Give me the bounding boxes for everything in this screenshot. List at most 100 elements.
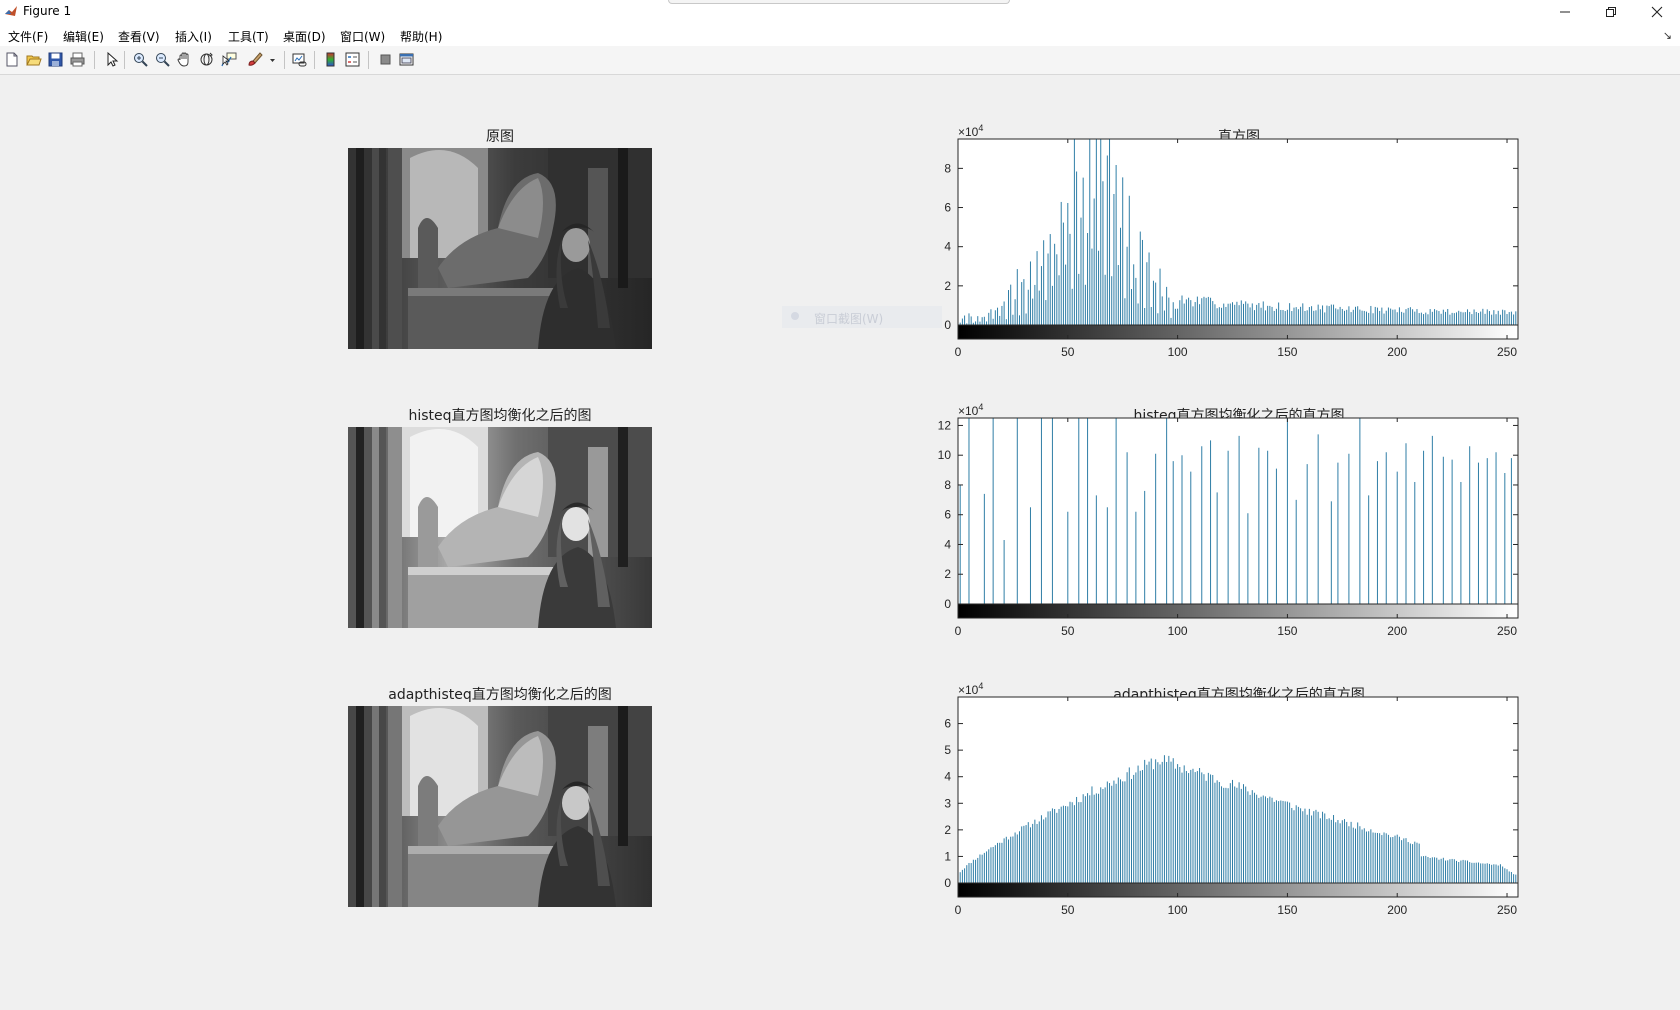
x-tick-label: 150: [1277, 345, 1297, 359]
photo-histeq: [348, 427, 652, 628]
x-tick-label: 250: [1497, 903, 1517, 917]
minimize-icon: [1560, 11, 1570, 13]
axes-background: [958, 139, 1518, 339]
x-tick-label: 50: [1061, 345, 1075, 359]
legend-icon[interactable]: [344, 51, 361, 68]
menu-window[interactable]: 窗口(W): [340, 30, 386, 44]
histogram-original: 0 2 4 6 8 0 50 100 150 200 250 ×104: [900, 123, 1540, 384]
exponent-base: ×10: [958, 404, 979, 418]
image-original: [348, 148, 652, 349]
y-tick-label: 1: [944, 849, 951, 863]
x-tick-label: 50: [1061, 624, 1075, 638]
y-exponent-label: ×104: [958, 123, 983, 139]
menu-insert[interactable]: 插入(I): [175, 30, 212, 44]
x-tick-label: 200: [1387, 345, 1407, 359]
menu-edit[interactable]: 编辑(E): [63, 30, 104, 44]
brush-dropdown-icon[interactable]: [268, 51, 277, 68]
y-exponent-label: ×104: [958, 402, 983, 418]
x-tick-label: 150: [1277, 903, 1297, 917]
y-tick-label: 6: [944, 201, 951, 215]
histogram-adapthisteq: 0 1 2 3 4 5 6 0 50 100 150 200 250 ×104: [900, 681, 1540, 942]
y-tick-label: 12: [938, 418, 952, 432]
exponent-base: ×10: [958, 125, 979, 139]
y-tick-label: 6: [944, 717, 951, 731]
select-arrow-icon[interactable]: [103, 51, 120, 68]
image-title-adapthisteq: adapthisteq直方图均衡化之后的图: [388, 687, 612, 703]
hide-plot-tools-icon[interactable]: [377, 51, 394, 68]
y-tick-label: 10: [938, 448, 952, 462]
gray-level-strip: [958, 604, 1518, 618]
y-tick-label: 8: [944, 161, 951, 175]
gray-level-strip: [958, 883, 1518, 897]
zoom-in-icon[interactable]: [132, 51, 149, 68]
close-button[interactable]: [1634, 0, 1680, 24]
x-tick-label: 200: [1387, 624, 1407, 638]
save-icon[interactable]: [47, 51, 64, 68]
bars: [957, 718, 1519, 883]
show-plot-tools-icon[interactable]: [398, 51, 415, 68]
x-tick-label: 100: [1168, 624, 1188, 638]
data-cursor-icon[interactable]: [220, 51, 237, 68]
x-tick-label: 50: [1061, 903, 1075, 917]
axes-frame: [957, 696, 1519, 898]
y-tick-label: 4: [944, 537, 951, 551]
y-tick-label: 0: [944, 318, 951, 332]
menu-view[interactable]: 查看(V): [118, 30, 160, 44]
menu-bullet-icon: [791, 312, 799, 320]
x-tick-label: 0: [955, 345, 962, 359]
image-title-original: 原图: [486, 129, 514, 145]
image-histeq: [348, 427, 652, 628]
axes-background: [958, 418, 1518, 618]
restore-icon: [1606, 7, 1616, 17]
toolbar-separator: [94, 51, 95, 69]
menu-file[interactable]: 文件(F): [8, 30, 49, 44]
window-title: Figure 1: [23, 4, 72, 18]
y-tick-label: 0: [944, 876, 951, 890]
y-tick-label: 2: [944, 279, 951, 293]
context-menu-label: 窗口截图(W): [814, 312, 884, 326]
exponent-power: 4: [978, 681, 983, 691]
exponent-power: 4: [978, 123, 983, 133]
photo-adapthisteq: [348, 706, 652, 907]
pan-hand-icon[interactable]: [176, 51, 193, 68]
y-tick-label: 2: [944, 823, 951, 837]
window-title-bar: Figure 1: [0, 0, 1680, 24]
brush-icon[interactable]: [246, 51, 263, 68]
x-tick-label: 250: [1497, 345, 1517, 359]
axes-frame: [957, 138, 1519, 340]
image-adapthisteq: [348, 706, 652, 907]
y-tick-label: 2: [944, 567, 951, 581]
histogram-histeq: 0 2 4 6 8 10 12 0 50 100 150 200 250 ×104: [900, 402, 1540, 663]
y-tick-label: 4: [944, 770, 951, 784]
print-icon[interactable]: [69, 51, 86, 68]
figure-toolbar: [0, 46, 1680, 75]
link-plot-icon[interactable]: [291, 51, 308, 68]
x-tick-label: 250: [1497, 624, 1517, 638]
y-tick-label: 4: [944, 240, 951, 254]
menu-desktop[interactable]: 桌面(D): [283, 30, 326, 44]
dock-arrow-icon[interactable]: ↘: [1662, 29, 1672, 42]
x-tick-label: 0: [955, 624, 962, 638]
x-tick-label: 100: [1168, 345, 1188, 359]
restore-button[interactable]: [1588, 0, 1634, 24]
gray-level-strip: [958, 325, 1518, 339]
open-file-icon[interactable]: [25, 51, 42, 68]
menu-bar: 文件(F) 编辑(E) 查看(V) 插入(I) 工具(T) 桌面(D) 窗口(W…: [0, 24, 1680, 46]
y-tick-label: 3: [944, 796, 951, 810]
x-tick-label: 0: [955, 903, 962, 917]
colorbar-icon[interactable]: [322, 51, 339, 68]
new-figure-icon[interactable]: [3, 51, 20, 68]
tooltip-ghost: [668, 0, 1010, 4]
menu-help[interactable]: 帮助(H): [400, 30, 443, 44]
rotate-3d-icon[interactable]: [198, 51, 215, 68]
toolbar-separator: [284, 51, 285, 69]
zoom-out-icon[interactable]: [154, 51, 171, 68]
minimize-button[interactable]: [1542, 0, 1588, 24]
exponent-base: ×10: [958, 683, 979, 697]
x-tick-label: 150: [1277, 624, 1297, 638]
y-exponent-label: ×104: [958, 681, 983, 697]
menu-tools[interactable]: 工具(T): [228, 30, 269, 44]
image-title-histeq: histeq直方图均衡化之后的图: [408, 408, 592, 424]
